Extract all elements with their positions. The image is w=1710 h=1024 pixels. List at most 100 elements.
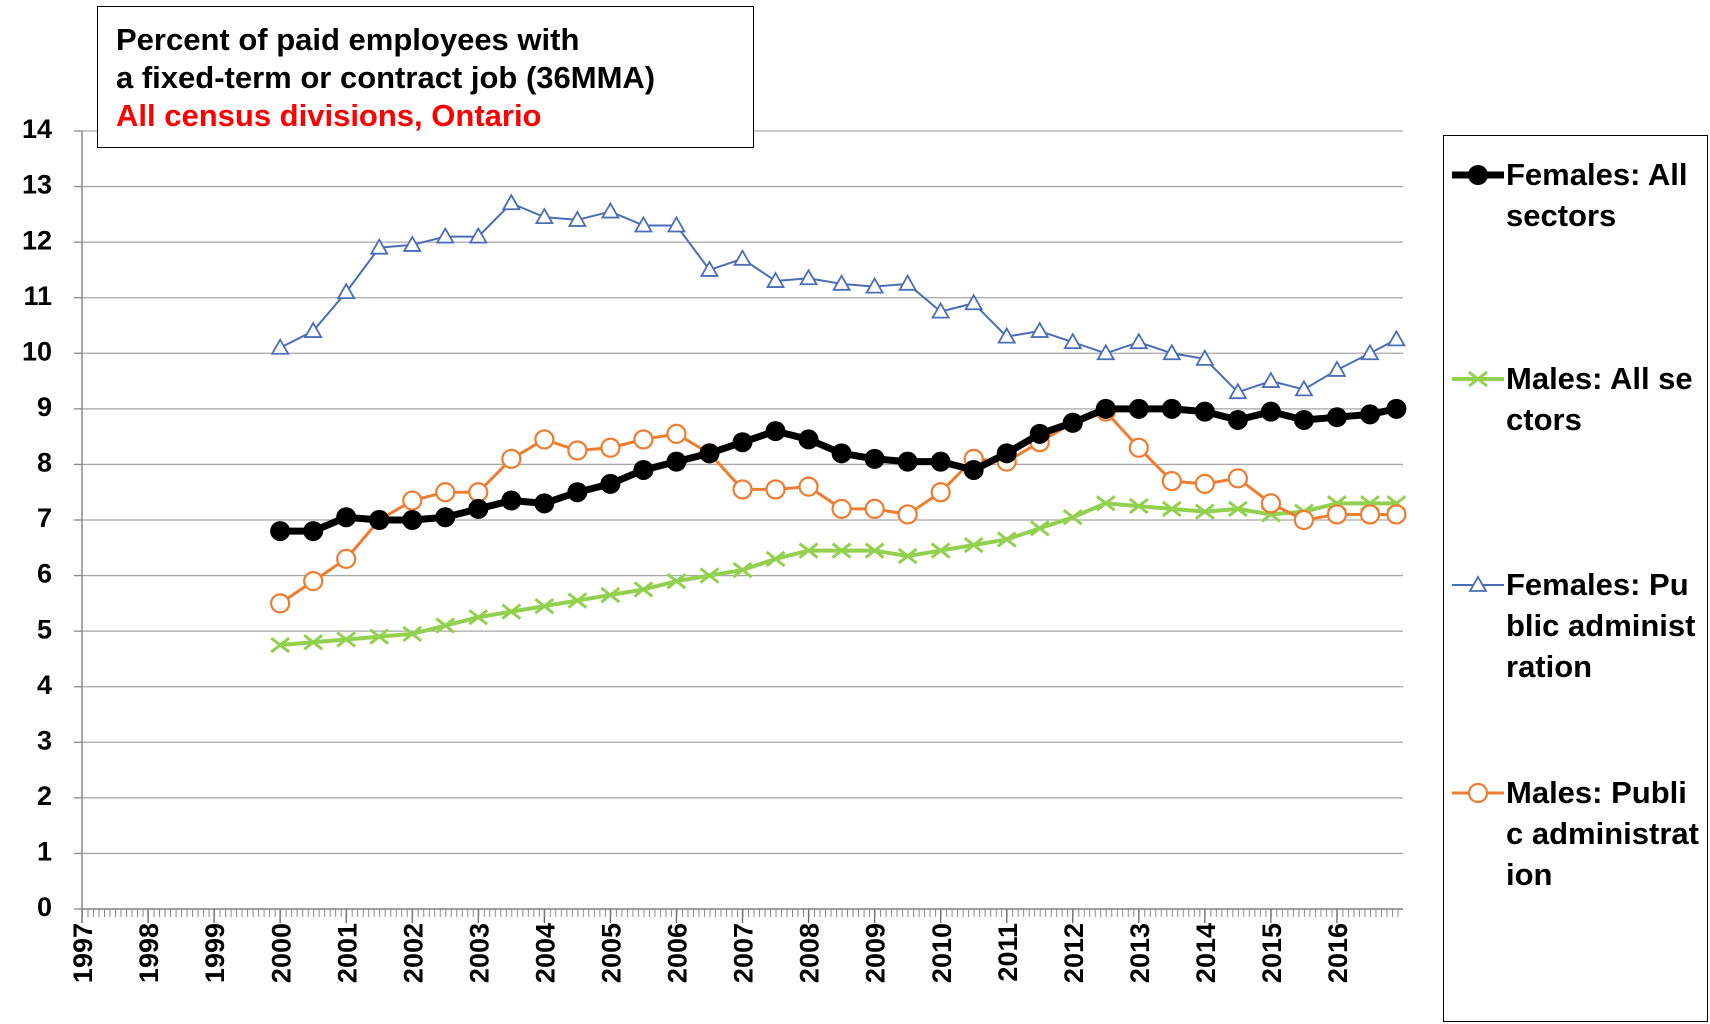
marker (270, 636, 291, 654)
marker (931, 301, 951, 319)
marker (964, 293, 984, 311)
marker (1161, 500, 1182, 518)
marker (633, 459, 654, 480)
marker (963, 536, 984, 554)
x-tick-label: 2007 (729, 923, 759, 983)
chart-title: a fixed-term or contract job (36MMA) (116, 60, 656, 95)
marker (468, 498, 489, 519)
x-tick-label: 2005 (597, 923, 627, 983)
marker (369, 628, 390, 645)
marker (270, 593, 291, 614)
marker (666, 215, 687, 233)
marker (1129, 332, 1149, 350)
y-tick-label: 0 (37, 892, 52, 922)
marker (897, 451, 918, 472)
x-tick-label: 2010 (927, 923, 957, 983)
x-tick-label: 2001 (332, 923, 362, 983)
marker (1227, 500, 1248, 518)
x-tick-label: 2008 (795, 923, 825, 983)
marker (435, 617, 456, 634)
marker (369, 510, 390, 530)
x-tick-label: 2015 (1257, 923, 1287, 983)
marker (369, 237, 389, 255)
marker (1467, 782, 1489, 804)
marker (732, 248, 753, 266)
marker (468, 226, 488, 244)
y-tick-label: 7 (37, 503, 52, 533)
marker (600, 201, 620, 219)
x-tick-label: 2014 (1191, 923, 1221, 983)
marker (435, 482, 456, 503)
marker (336, 282, 356, 300)
y-tick-label: 2 (37, 781, 52, 811)
marker (1128, 437, 1149, 458)
x-tick-label: 2000 (266, 923, 296, 983)
marker (1260, 493, 1282, 514)
legend-swatch (1452, 782, 1504, 804)
marker (699, 443, 720, 464)
x-tick-label: 1999 (200, 923, 230, 983)
marker (666, 423, 687, 444)
marker (1386, 329, 1406, 347)
marker (534, 597, 555, 615)
marker (1095, 495, 1116, 512)
marker (831, 443, 852, 464)
marker (732, 479, 753, 500)
legend-label: Males: All sectors (1506, 361, 1693, 437)
marker (798, 476, 819, 497)
y-tick-label: 13 (22, 170, 52, 200)
marker (765, 479, 786, 500)
marker (1062, 412, 1083, 433)
marker (1359, 404, 1380, 425)
marker (1095, 398, 1116, 419)
marker (402, 625, 423, 643)
x-tick-label: 1998 (134, 923, 164, 983)
marker (402, 235, 422, 252)
series (270, 398, 1407, 542)
marker (897, 504, 918, 525)
marker (864, 448, 885, 469)
y-tick-label: 4 (37, 670, 52, 700)
y-tick-label: 5 (37, 614, 52, 644)
marker (699, 567, 720, 584)
y-tick-label: 12 (22, 225, 52, 255)
x-tick-label: 2013 (1125, 923, 1155, 983)
y-tick-label: 9 (37, 392, 52, 422)
marker (1162, 343, 1182, 361)
marker (765, 271, 786, 288)
marker (600, 437, 621, 458)
marker (435, 226, 455, 244)
marker (1096, 343, 1116, 361)
marker (1261, 371, 1281, 388)
legend-swatch (1452, 575, 1504, 592)
marker (567, 440, 588, 461)
marker (303, 521, 324, 542)
marker (1161, 398, 1182, 419)
y-tick-label: 11 (23, 281, 52, 311)
marker (567, 210, 587, 227)
marker (930, 542, 951, 559)
marker (798, 429, 819, 450)
marker (666, 572, 687, 590)
marker (1128, 497, 1149, 515)
marker (864, 542, 885, 559)
marker (1386, 398, 1407, 419)
legend-entry: Males: All sectors (1450, 358, 1701, 440)
marker (1194, 473, 1215, 494)
marker (600, 473, 621, 494)
marker (831, 542, 852, 559)
marker (1161, 471, 1182, 492)
marker (831, 498, 852, 519)
y-tick-label: 14 (22, 114, 52, 144)
marker (270, 521, 291, 542)
marker (1360, 343, 1380, 361)
chart-subtitle: All census divisions, Ontario (116, 98, 542, 133)
marker (897, 547, 918, 565)
marker (1194, 401, 1215, 422)
marker (1029, 520, 1050, 537)
marker (1260, 401, 1281, 422)
x-tick-label: 2009 (861, 923, 891, 983)
marker (732, 432, 753, 453)
marker (1228, 382, 1248, 400)
